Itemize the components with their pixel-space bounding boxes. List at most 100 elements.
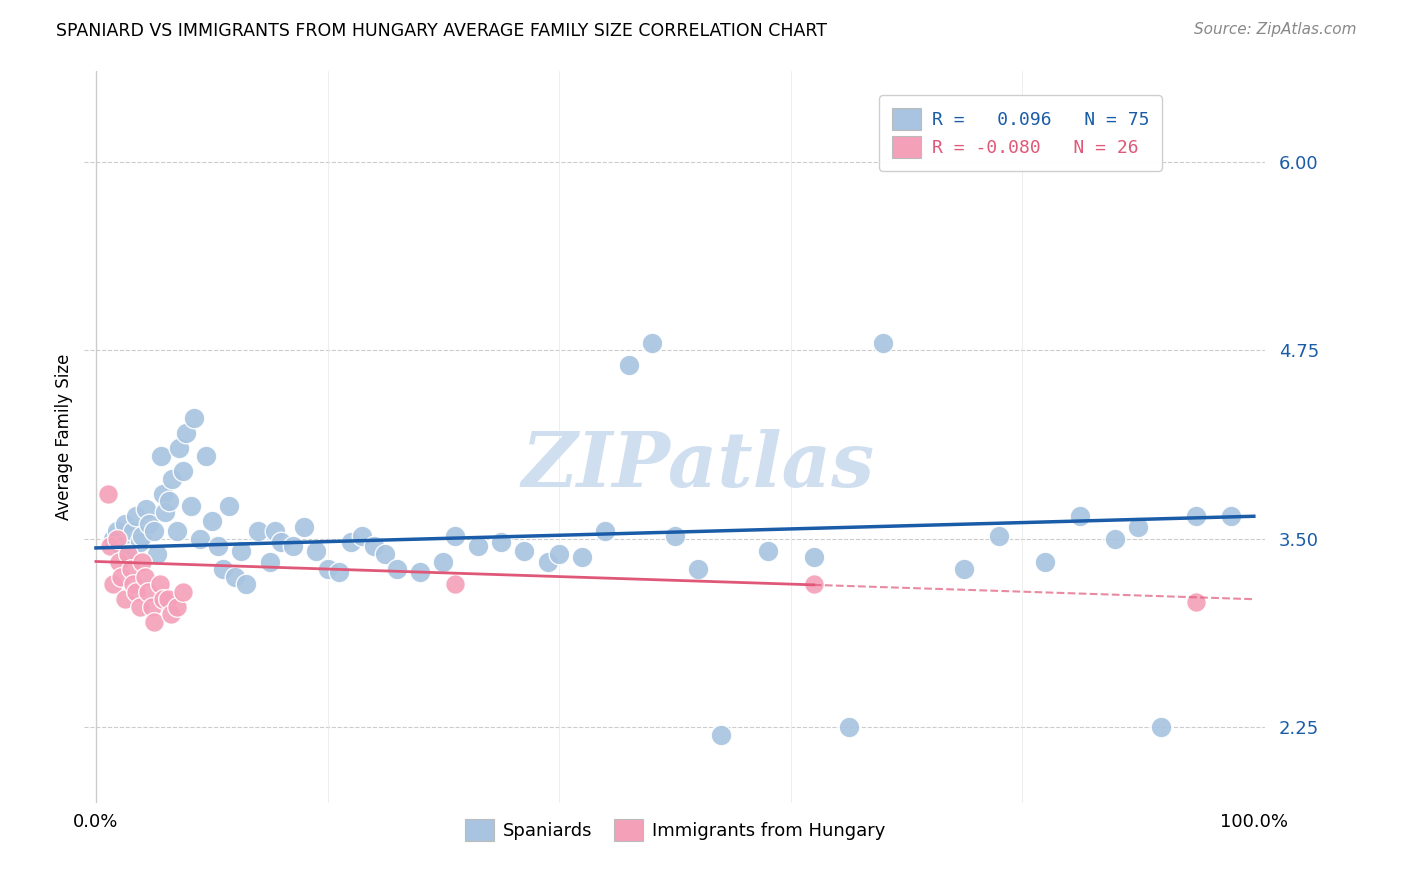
Point xyxy=(316,562,339,576)
Point xyxy=(872,335,894,350)
Point xyxy=(444,529,467,543)
Point xyxy=(146,547,169,561)
Point xyxy=(201,514,224,528)
Point xyxy=(224,569,246,583)
Point xyxy=(1185,509,1208,524)
Point xyxy=(235,577,257,591)
Point xyxy=(129,599,152,614)
Legend: Spaniards, Immigrants from Hungary: Spaniards, Immigrants from Hungary xyxy=(457,812,893,848)
Point xyxy=(292,520,315,534)
Point xyxy=(149,449,172,463)
Point xyxy=(281,540,304,554)
Point xyxy=(98,540,121,554)
Point xyxy=(136,584,159,599)
Point xyxy=(229,544,252,558)
Point xyxy=(162,471,184,485)
Point xyxy=(1126,520,1149,534)
Point xyxy=(103,577,125,591)
Point xyxy=(988,529,1011,543)
Point xyxy=(117,547,139,561)
Point xyxy=(180,499,202,513)
Point xyxy=(641,335,664,350)
Text: SPANIARD VS IMMIGRANTS FROM HUNGARY AVERAGE FAMILY SIZE CORRELATION CHART: SPANIARD VS IMMIGRANTS FROM HUNGARY AVER… xyxy=(56,22,827,40)
Point xyxy=(212,562,235,576)
Point xyxy=(110,569,132,583)
Point xyxy=(134,569,156,583)
Point xyxy=(157,494,180,508)
Point xyxy=(122,524,145,539)
Point xyxy=(617,359,640,373)
Point xyxy=(664,529,686,543)
Point xyxy=(96,486,118,500)
Point xyxy=(1069,509,1091,524)
Text: Source: ZipAtlas.com: Source: ZipAtlas.com xyxy=(1194,22,1357,37)
Point xyxy=(174,426,197,441)
Point xyxy=(838,720,860,734)
Point xyxy=(352,529,374,543)
Point xyxy=(129,535,152,549)
Point xyxy=(166,599,188,614)
Point xyxy=(125,584,148,599)
Point xyxy=(489,535,512,549)
Point xyxy=(117,547,139,561)
Point xyxy=(152,486,174,500)
Point xyxy=(114,592,136,607)
Point xyxy=(363,540,385,554)
Point xyxy=(114,516,136,531)
Point xyxy=(125,509,148,524)
Point xyxy=(149,577,172,591)
Point xyxy=(328,565,350,579)
Point xyxy=(305,544,328,558)
Point xyxy=(1150,720,1173,734)
Point xyxy=(142,524,165,539)
Point xyxy=(122,577,145,591)
Point xyxy=(120,562,142,576)
Point xyxy=(141,599,163,614)
Point xyxy=(103,532,125,546)
Text: ZIPatlas: ZIPatlas xyxy=(522,429,875,503)
Point xyxy=(138,516,160,531)
Point xyxy=(374,547,396,561)
Point xyxy=(105,532,128,546)
Point xyxy=(218,499,240,513)
Point xyxy=(953,562,976,576)
Point xyxy=(172,464,194,478)
Point xyxy=(264,524,287,539)
Point xyxy=(756,544,779,558)
Point xyxy=(385,562,408,576)
Point xyxy=(803,577,825,591)
Point xyxy=(432,554,454,568)
Point xyxy=(259,554,281,568)
Point xyxy=(172,584,194,599)
Point xyxy=(513,544,536,558)
Point xyxy=(169,442,191,456)
Point xyxy=(131,554,153,568)
Point xyxy=(686,562,709,576)
Point xyxy=(536,554,558,568)
Point xyxy=(1104,532,1126,546)
Point xyxy=(1035,554,1057,568)
Point xyxy=(247,524,270,539)
Point xyxy=(188,532,211,546)
Point xyxy=(1185,595,1208,609)
Point xyxy=(1219,509,1241,524)
Point xyxy=(548,547,571,561)
Point xyxy=(160,607,183,622)
Point xyxy=(409,565,432,579)
Point xyxy=(803,549,825,564)
Y-axis label: Average Family Size: Average Family Size xyxy=(55,354,73,520)
Point xyxy=(152,592,174,607)
Point xyxy=(131,529,153,543)
Point xyxy=(142,615,165,629)
Point xyxy=(467,540,489,554)
Point xyxy=(105,524,128,539)
Point xyxy=(444,577,467,591)
Point xyxy=(155,505,177,519)
Point xyxy=(135,501,157,516)
Point xyxy=(595,524,617,539)
Point xyxy=(194,449,217,463)
Point xyxy=(207,540,229,554)
Point xyxy=(339,535,361,549)
Point xyxy=(166,524,188,539)
Point xyxy=(110,540,132,554)
